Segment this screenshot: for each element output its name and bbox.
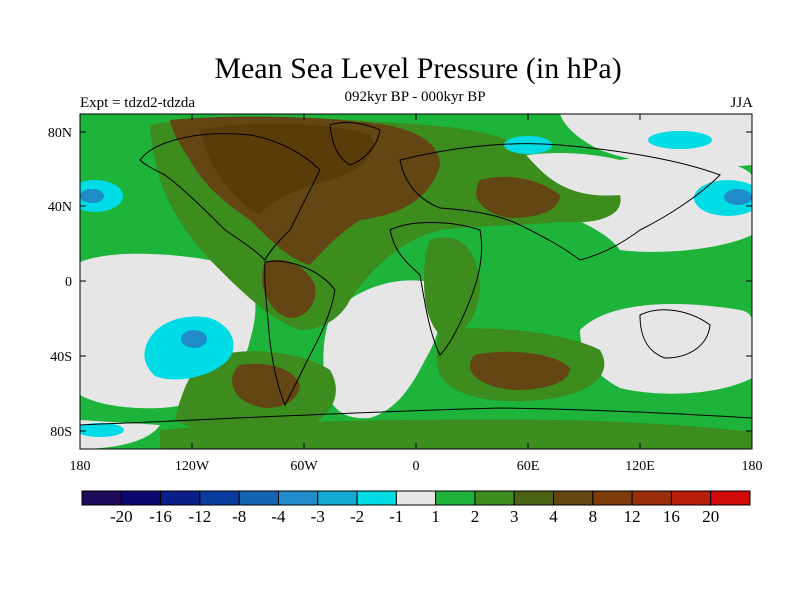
cyan-region-arctic-pacific (648, 131, 712, 149)
cyan-region-arctic-siberia (504, 136, 552, 154)
coastline-antarctica (80, 407, 752, 426)
page-title: Mean Sea Level Pressure (in hPa) (214, 52, 622, 85)
coastline-north-america (139, 133, 321, 261)
colorbar-swatch (592, 490, 633, 506)
coastline-africa (389, 222, 483, 356)
lat-label: 40S (50, 350, 72, 365)
colorbar-swatch (553, 490, 594, 506)
brown-region-arabia (476, 176, 560, 218)
colorbar-label: -20 (109, 507, 133, 526)
blue-core-north-pacific-west (80, 189, 104, 203)
colorbar (81, 490, 751, 506)
colorbar-swatch (356, 490, 397, 506)
brown-region-south-pacific (232, 363, 300, 408)
colorbar-label: -12 (188, 507, 212, 526)
blue-core-north-pacific-east (724, 189, 752, 205)
lon-label: 120E (625, 459, 655, 474)
colorbar-swatch (513, 490, 555, 506)
colorbar-label: 1 (431, 507, 440, 526)
colorbar-label: 4 (549, 507, 558, 526)
colorbar-swatch (670, 490, 712, 506)
colorbar-label: -8 (232, 507, 247, 526)
lat-label: 80N (48, 126, 72, 141)
colorbar-swatch (238, 490, 279, 506)
coastline-australia (639, 309, 711, 359)
period-subtitle: 092kyr BP - 000kyr BP (344, 89, 486, 105)
light-region-southwest-pacific (580, 304, 752, 394)
colorbar-swatch (120, 490, 162, 506)
lat-label: 80S (50, 425, 72, 440)
colorbar-label: 2 (470, 507, 480, 526)
colorbar-swatch (160, 490, 201, 506)
blue-core-south-pacific (181, 330, 207, 348)
coastline-eurasia (399, 143, 721, 261)
colorbar-swatch (435, 490, 476, 506)
light-spot-northeast-asia (628, 204, 652, 220)
lon-label: 60W (290, 459, 318, 474)
coastline-greenland (329, 122, 381, 166)
coastline-south-america (264, 260, 336, 407)
colorbar-label: 20 (702, 507, 720, 526)
colorbar-label: 16 (662, 507, 680, 526)
lon-label: 0 (413, 459, 420, 474)
coastlines (80, 122, 752, 426)
colorbar-label: -3 (310, 507, 325, 526)
colorbar-swatch (395, 490, 437, 506)
colorbar-label: 12 (623, 507, 641, 526)
colorbar-swatch (317, 490, 358, 506)
colorbar-label: -16 (149, 507, 172, 526)
lon-label: 180 (742, 459, 763, 474)
cyan-region-south-pacific (144, 316, 234, 380)
latitude-labels: 80N 40N 0 40S 80S (48, 126, 72, 440)
cyan-region-antarctic-west (80, 423, 124, 437)
longitude-labels: 180 120W 60W 0 60E 120E 180 (70, 459, 763, 474)
brown-region-indian-ocean (470, 351, 570, 390)
olive-region-antarctic-coast (160, 419, 752, 449)
map-field (80, 114, 752, 449)
brown-region-south-america (262, 259, 316, 318)
lat-label: 0 (65, 275, 72, 290)
cyan-region-north-pacific-east (694, 180, 752, 216)
colorbar-label: 8 (588, 507, 598, 526)
colorbar-label: 3 (509, 507, 519, 526)
colorbar-swatch (631, 490, 672, 506)
colorbar-label: -1 (389, 507, 404, 526)
colorbar-swatch (710, 490, 751, 506)
lon-label: 180 (70, 459, 91, 474)
experiment-label: Expt = tdzd2-tdzda (80, 95, 196, 111)
season-label: JJA (730, 95, 753, 111)
lat-label: 40N (48, 200, 72, 215)
colorbar-swatch (474, 490, 515, 506)
light-region-south-atlantic (323, 280, 442, 419)
colorbar-swatch (277, 490, 319, 506)
olive-region-east-africa (423, 237, 480, 336)
lon-label: 120W (175, 459, 210, 474)
dark-core-greenland (200, 123, 374, 215)
colorbar-label: -2 (349, 507, 365, 526)
colorbar-swatch (199, 490, 240, 506)
colorbar-swatch (81, 490, 122, 506)
lon-label: 60E (517, 459, 540, 474)
colorbar-label: -4 (271, 507, 286, 526)
axis-ticks (79, 114, 753, 449)
